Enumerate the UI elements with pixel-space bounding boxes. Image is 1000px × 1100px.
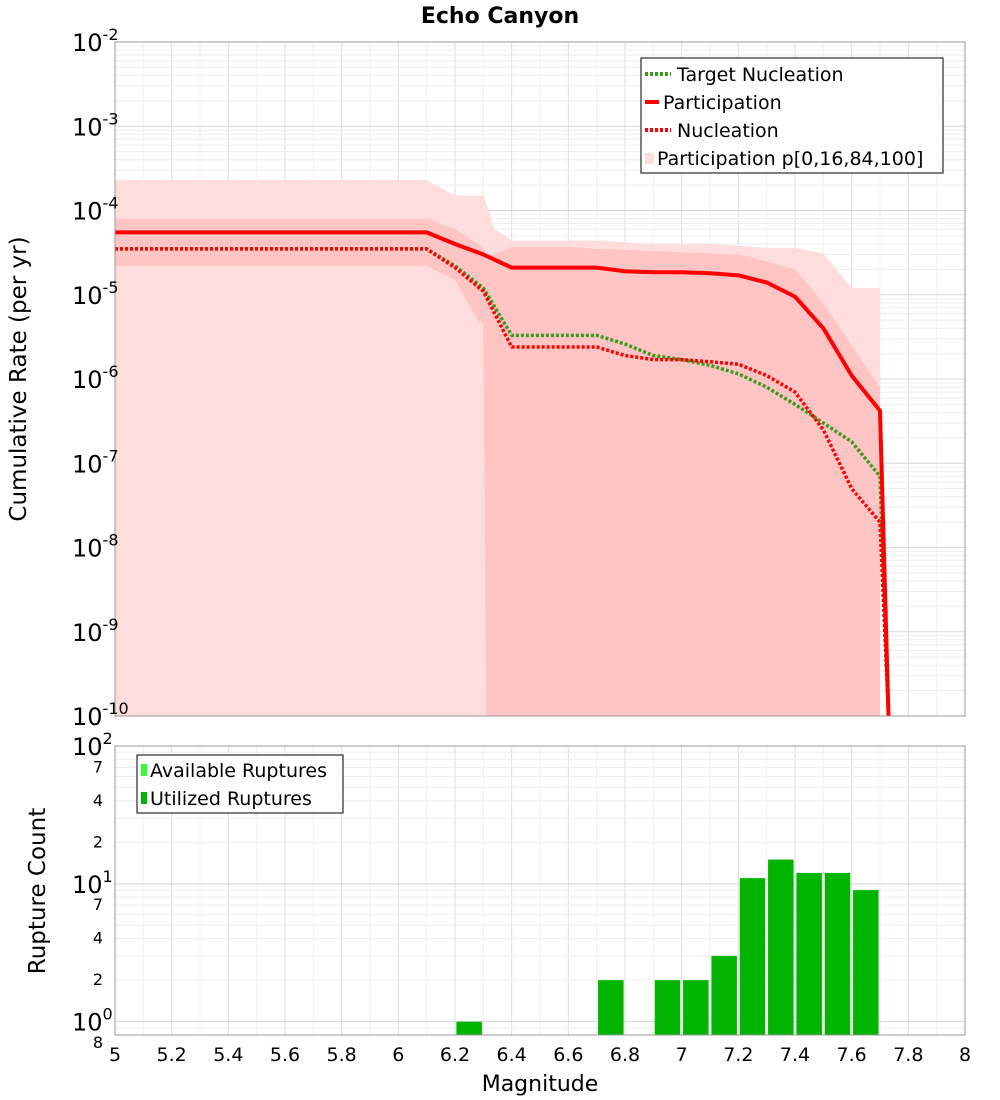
count-plot-frame bbox=[114, 745, 966, 1036]
count-y-minor-tick-label: 8 bbox=[93, 1033, 103, 1052]
count-y-major-tick-label: 102 bbox=[72, 729, 113, 761]
count-y-minor-tick-label: 7 bbox=[93, 895, 103, 914]
count-y-minor-tick-label: 7 bbox=[93, 757, 103, 776]
rate-y-tick-label: 10-9 bbox=[72, 615, 119, 647]
count-y-minor-tick-label: 4 bbox=[93, 791, 103, 810]
rate-bands bbox=[115, 180, 880, 717]
rupture-count-bar bbox=[824, 872, 851, 1035]
rate-legend-label: Target Nucleation bbox=[676, 64, 844, 86]
series-line-target-nucleation bbox=[115, 247, 891, 717]
x-tick-label: 6.8 bbox=[610, 1044, 640, 1066]
count-legend-label: Available Ruptures bbox=[150, 760, 327, 782]
rupture-count-bar bbox=[739, 878, 766, 1035]
rupture-count-chart: 100 101 102 8 2 4 7 2 4 7 5 5.2 5.4 5.6 5.8 6 6.2 6.4 6.6… bbox=[25, 729, 971, 1097]
count-y-minor-tick-label: 2 bbox=[93, 970, 103, 989]
x-tick-label: 6.6 bbox=[553, 1044, 583, 1066]
count-legend-box bbox=[136, 754, 344, 814]
x-tick-label: 7.6 bbox=[837, 1044, 867, 1066]
count-y-ticks: 100 101 102 8 2 4 7 2 4 7 bbox=[72, 729, 113, 1052]
count-y-minor-tick-label: 2 bbox=[93, 832, 103, 851]
rate-y-tick-label: 10-7 bbox=[72, 446, 119, 478]
rate-y-axis-label: Cumulative Rate (per yr) bbox=[6, 236, 32, 521]
x-tick-label: 5 bbox=[109, 1044, 121, 1066]
x-tick-label: 8 bbox=[959, 1044, 971, 1066]
rupture-count-bar bbox=[654, 980, 681, 1035]
x-tick-label: 5.2 bbox=[157, 1044, 187, 1066]
x-tick-label: 7 bbox=[676, 1044, 688, 1066]
rate-y-tick-label: 10-8 bbox=[72, 531, 119, 563]
count-y-minor-tick-label: 4 bbox=[93, 929, 103, 948]
rate-y-tick-label: 10-3 bbox=[72, 109, 119, 141]
count-legend: Available Ruptures Utilized Ruptures bbox=[136, 754, 344, 814]
rate-legend-swatch bbox=[645, 153, 654, 164]
x-tick-label: 5.6 bbox=[270, 1044, 300, 1066]
count-y-major-tick-label: 100 bbox=[72, 1005, 113, 1037]
rupture-count-bar bbox=[598, 980, 624, 1035]
x-tick-label: 7.4 bbox=[780, 1044, 810, 1066]
rupture-count-bar bbox=[683, 980, 709, 1035]
count-y-axis-label: Rupture Count bbox=[25, 808, 51, 974]
count-y-major-tick-label: 101 bbox=[72, 867, 113, 899]
x-ticks: 5 5.2 5.4 5.6 5.8 6 6.2 6.4 6.6 6.8 7 7.2 7.4 7.6 7.8 8 bbox=[109, 1044, 971, 1066]
count-legend-swatch bbox=[141, 792, 147, 804]
rupture-count-bar bbox=[796, 872, 822, 1035]
x-axis-label: Magnitude bbox=[482, 1072, 599, 1097]
rupture-count-bar bbox=[853, 890, 879, 1035]
x-tick-label: 6.4 bbox=[497, 1044, 527, 1066]
rate-legend: Target Nucleation Participation Nucleation… bbox=[640, 57, 944, 174]
rupture-count-bar bbox=[456, 1021, 482, 1035]
chart-title: Echo Canyon bbox=[421, 4, 579, 29]
series-line-participation bbox=[115, 230, 891, 717]
count-legend-swatch bbox=[141, 764, 147, 776]
rate-legend-label: Participation bbox=[663, 92, 782, 114]
rate-y-tick-label: 10-6 bbox=[72, 362, 119, 394]
x-tick-label: 5.4 bbox=[213, 1044, 243, 1066]
count-legend-label: Utilized Ruptures bbox=[150, 788, 312, 810]
rate-chart: 10-10 10-9 10-8 10-7 10-6 10-5 10-4 10-3 10-2 Cu… bbox=[6, 25, 966, 731]
rupture-count-bar bbox=[711, 955, 737, 1035]
rupture-count-bar bbox=[768, 859, 794, 1035]
rate-y-tick-label: 10-5 bbox=[72, 278, 119, 310]
series-line-nucleation bbox=[115, 247, 891, 717]
x-tick-label: 7.8 bbox=[893, 1044, 923, 1066]
rate-y-tick-label: 10-10 bbox=[72, 699, 129, 731]
rate-legend-label: Participation p[0,16,84,100] bbox=[657, 148, 923, 170]
rate-band-1 bbox=[115, 218, 880, 716]
rate-plot-frame bbox=[114, 41, 966, 717]
rate-legend-label: Nucleation bbox=[677, 120, 779, 142]
x-tick-label: 6 bbox=[392, 1044, 404, 1066]
rate-y-tick-label: 10-2 bbox=[72, 25, 119, 57]
x-tick-label: 5.8 bbox=[327, 1044, 357, 1066]
x-tick-label: 7.2 bbox=[723, 1044, 753, 1066]
rate-y-ticks: 10-10 10-9 10-8 10-7 10-6 10-5 10-4 10-3 10-2 bbox=[72, 25, 129, 731]
rate-y-tick-label: 10-4 bbox=[72, 194, 119, 226]
x-tick-label: 6.2 bbox=[440, 1044, 470, 1066]
count-bars bbox=[456, 859, 879, 1035]
rate-lines bbox=[115, 230, 891, 717]
rate-legend-box bbox=[640, 57, 944, 174]
